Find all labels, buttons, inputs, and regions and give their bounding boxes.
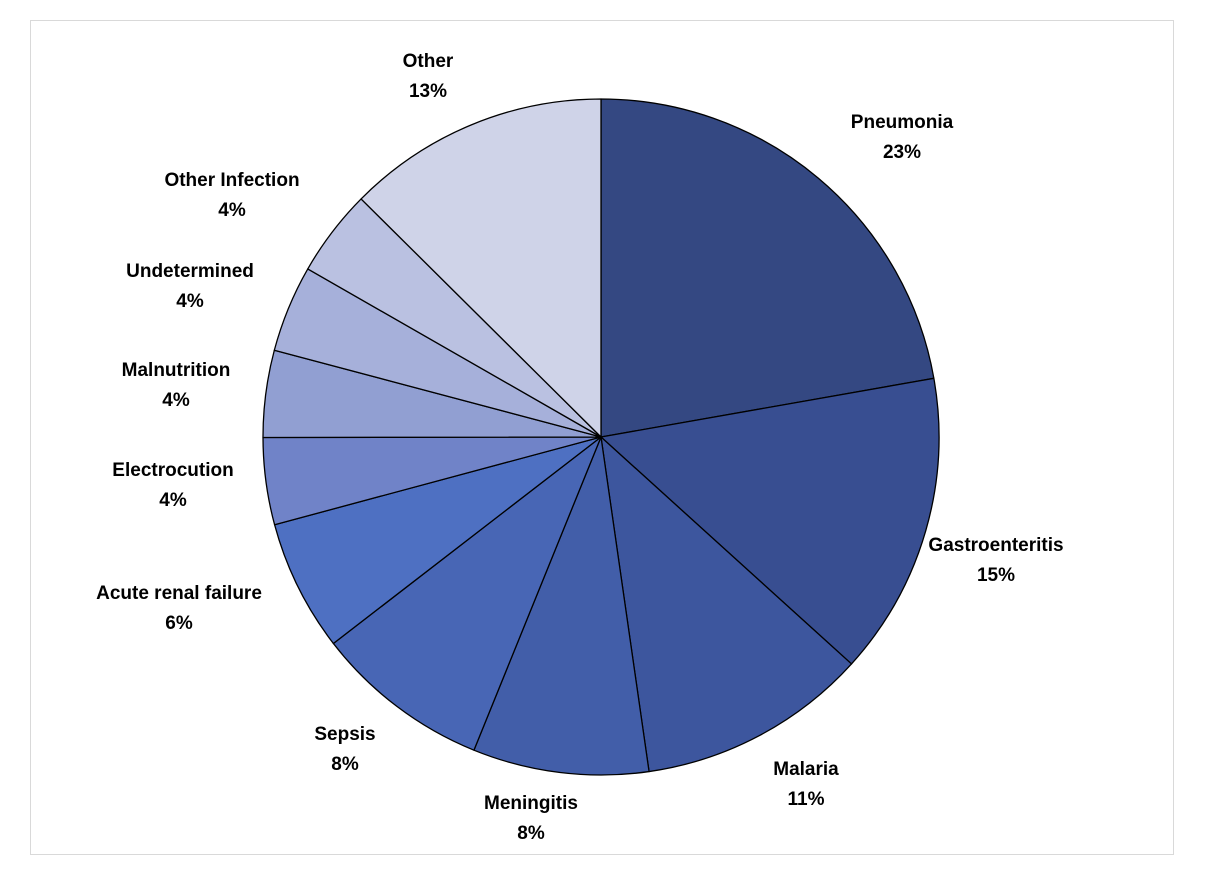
slice-label: Sepsis (314, 724, 375, 745)
slice-percent-label: 15% (977, 565, 1015, 586)
slice-label: Electrocution (112, 460, 233, 481)
slice-percent-label: 23% (883, 142, 921, 163)
slice-label: Other (403, 51, 454, 72)
slice-percent-label: 6% (165, 613, 193, 634)
slice-label: Malnutrition (122, 360, 231, 381)
slice-label: Other Infection (164, 170, 299, 191)
pie-slice-other (360, 98, 602, 438)
slice-percent-label: 11% (788, 789, 825, 810)
slice-label: Meningitis (484, 793, 578, 814)
slice-label: Malaria (773, 759, 839, 780)
pie-slice-acute-renal-failure (273, 436, 602, 645)
slice-label: Undetermined (126, 261, 254, 282)
slice-percent-label: 4% (159, 490, 187, 511)
pie-slice-gastroenteritis (600, 377, 940, 665)
pie-slice-malaria (600, 436, 853, 773)
pie-slices (262, 98, 940, 776)
slice-label: Pneumonia (851, 112, 954, 133)
slice-percent-label: 4% (218, 200, 246, 221)
pie-labels: Pneumonia 23% Gastroenteritis 15% Malaria 11%… (96, 51, 1063, 844)
slice-percent-label: 13% (409, 81, 447, 102)
slice-label: Gastroenteritis (928, 535, 1063, 556)
pie-slice-meningitis (473, 436, 650, 776)
slice-label: Acute renal failure (96, 583, 262, 604)
slice-percent-label: 4% (176, 291, 204, 312)
slice-percent-label: 8% (331, 754, 359, 775)
slice-percent-label: 4% (162, 390, 190, 411)
slice-percent-label: 8% (517, 823, 545, 844)
pie-slice-pneumonia (600, 98, 935, 438)
pie-slice-sepsis (332, 436, 602, 751)
